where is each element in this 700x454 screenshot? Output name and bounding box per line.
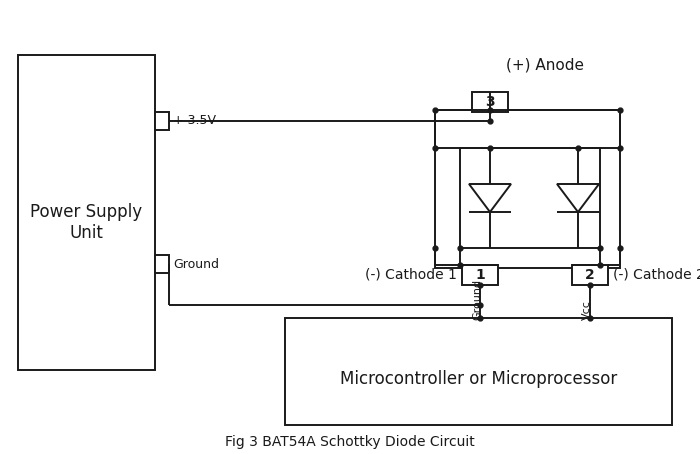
Bar — [155, 255, 169, 273]
Text: 1: 1 — [475, 268, 485, 282]
Text: (-) Cathode 2: (-) Cathode 2 — [613, 268, 700, 282]
Text: Ground: Ground — [472, 279, 482, 320]
Text: (-) Cathode 1: (-) Cathode 1 — [365, 268, 457, 282]
Text: Vcc: Vcc — [582, 300, 592, 320]
Bar — [462, 265, 498, 285]
Polygon shape — [469, 184, 511, 212]
Text: Microcontroller or Microprocessor: Microcontroller or Microprocessor — [340, 370, 617, 389]
Text: (+) Anode: (+) Anode — [506, 58, 584, 73]
Text: + 3.5V: + 3.5V — [173, 114, 216, 128]
Bar — [435, 110, 620, 268]
Polygon shape — [557, 184, 599, 212]
Bar — [472, 92, 508, 112]
Bar — [155, 112, 169, 130]
Text: Power Supply
Unit: Power Supply Unit — [30, 203, 143, 242]
Text: Fig 3 BAT54A Schottky Diode Circuit: Fig 3 BAT54A Schottky Diode Circuit — [225, 435, 475, 449]
Text: Ground: Ground — [173, 257, 219, 271]
Bar — [18, 55, 155, 370]
Bar — [572, 265, 608, 285]
Text: 3: 3 — [485, 95, 495, 109]
Text: 2: 2 — [585, 268, 595, 282]
Bar — [460, 148, 600, 248]
Bar — [285, 318, 672, 425]
